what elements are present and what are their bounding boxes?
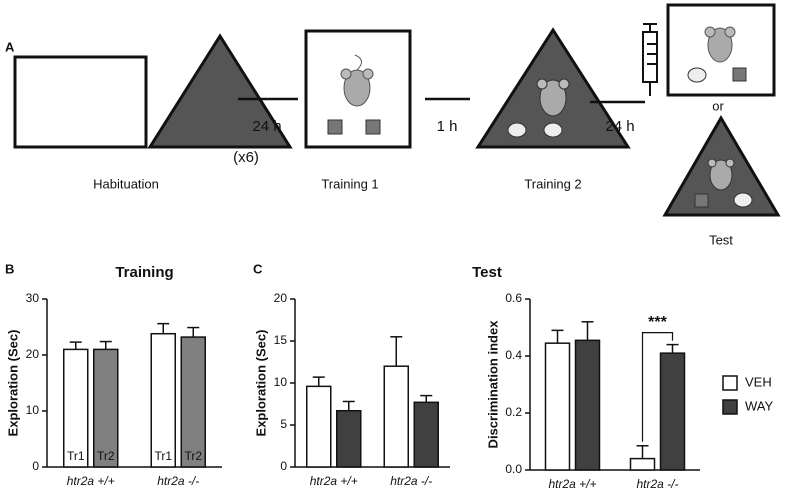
- panel-label: B: [5, 261, 14, 276]
- y-axis-label: Discrimination index: [485, 320, 500, 449]
- legend-label: VEH: [745, 374, 772, 389]
- bar: [150, 332, 176, 468]
- interval-label: 24 h: [605, 118, 634, 135]
- mouse-icon: [536, 78, 570, 117]
- y-tick-label: 10: [274, 375, 288, 389]
- cube: [327, 119, 343, 135]
- cylinder: [543, 122, 563, 138]
- bar: [93, 348, 119, 468]
- y-tick-label: 0: [280, 459, 287, 473]
- y-tick-label: 0: [32, 459, 39, 473]
- legend-swatch: [722, 399, 738, 415]
- legend-swatch: [722, 375, 738, 391]
- annotation: ***: [648, 314, 667, 331]
- y-tick-label: 20: [274, 291, 288, 305]
- y-axis-label: Exploration (Sec): [5, 330, 20, 437]
- bar: [180, 336, 206, 468]
- stage-label: Training 2: [524, 176, 581, 191]
- x-tick-label: htr2a +/+: [67, 474, 115, 488]
- y-axis-label: Exploration (Sec): [253, 330, 268, 437]
- x-tick-label: htr2a -/-: [390, 474, 432, 488]
- interval-label: 24 h: [252, 118, 281, 135]
- legend-label: WAY: [745, 398, 773, 413]
- stage-label: Test: [709, 232, 733, 247]
- cylinder: [733, 192, 753, 208]
- y-tick-label: 20: [26, 347, 40, 361]
- mouse-icon: [704, 26, 736, 63]
- x-tick-label: htr2a -/-: [157, 474, 199, 488]
- y-tick-label: 15: [274, 333, 288, 347]
- x-tick-label: htr2a +/+: [310, 474, 358, 488]
- bar: [306, 385, 332, 468]
- y-tick-label: 0.0: [505, 462, 522, 476]
- habituation-box: [13, 55, 148, 149]
- y-tick-label: 0.4: [505, 348, 522, 362]
- stage-label: Habituation: [93, 176, 159, 191]
- cube: [365, 119, 381, 135]
- syringe-icon: [642, 23, 658, 96]
- cylinder: [687, 67, 707, 83]
- bar: [63, 348, 89, 468]
- repeat-label: (x6): [233, 149, 259, 166]
- mouse-icon: [707, 158, 735, 191]
- bar: [659, 352, 686, 471]
- significance-bracket: [641, 332, 674, 442]
- y-tick-label: 30: [26, 291, 40, 305]
- bar: [544, 342, 571, 471]
- panel-label: A: [5, 39, 15, 54]
- cylinder: [507, 122, 527, 138]
- bar: [336, 409, 362, 468]
- bar-label: Tr2: [97, 449, 115, 463]
- bar: [629, 457, 656, 471]
- y-tick-label: 10: [26, 403, 40, 417]
- or-label: or: [712, 98, 724, 113]
- y-tick-label: 5: [280, 417, 287, 431]
- bar-label: Tr1: [67, 449, 85, 463]
- interval-label: 1 h: [437, 118, 458, 135]
- y-tick-label: 0.2: [505, 405, 522, 419]
- bar: [574, 339, 601, 471]
- mouse-icon: [340, 54, 374, 107]
- bar: [413, 401, 439, 468]
- stage-label: Training 1: [321, 176, 378, 191]
- x-tick-label: htr2a +/+: [548, 477, 596, 490]
- cube: [732, 67, 747, 82]
- x-tick-label: htr2a -/-: [636, 477, 678, 490]
- bar-label: Tr2: [184, 449, 202, 463]
- panel-label: C: [253, 261, 263, 276]
- cube: [694, 193, 709, 208]
- chart-title: Training: [115, 264, 173, 281]
- habituation-triangle: [147, 33, 293, 149]
- bar-label: Tr1: [154, 449, 172, 463]
- y-tick-label: 0.6: [505, 291, 522, 305]
- bar: [383, 365, 409, 468]
- test-title: Test: [472, 264, 502, 281]
